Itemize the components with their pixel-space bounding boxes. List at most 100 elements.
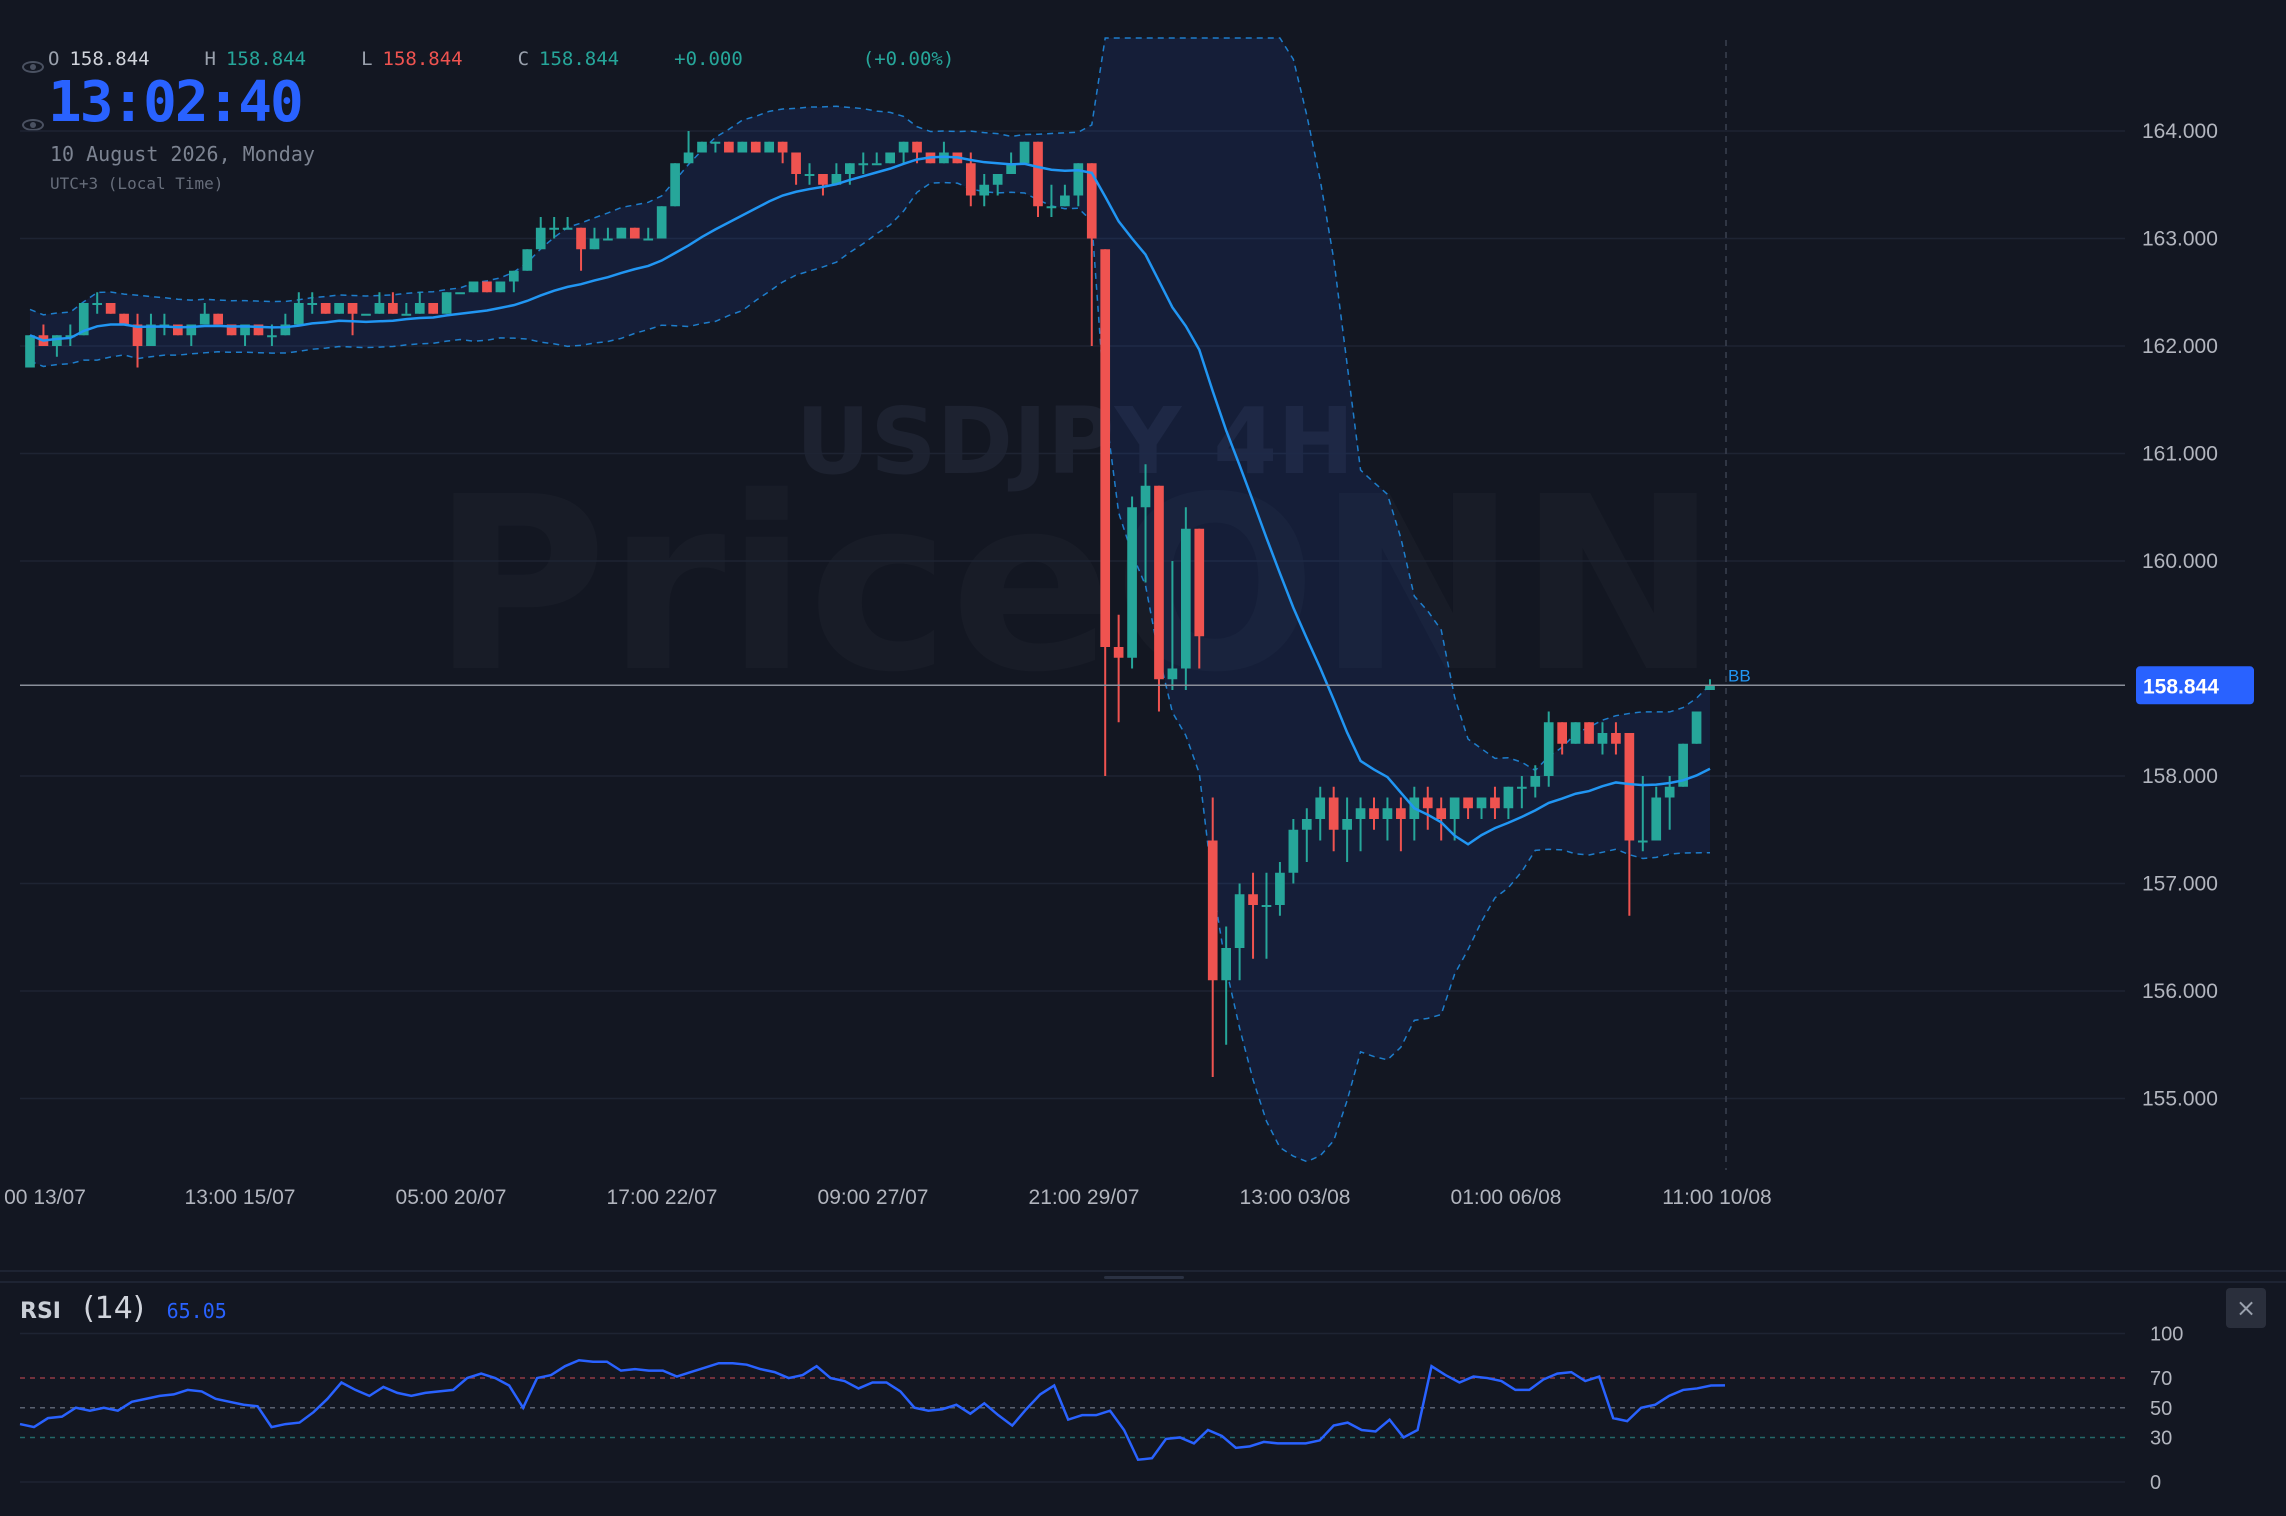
legend-high-label: H (204, 48, 216, 70)
candle-body (629, 227, 640, 239)
candle (643, 227, 654, 241)
candle (334, 303, 344, 314)
candle-body (414, 303, 425, 314)
y-tick-label: 160.000 (2142, 550, 2218, 573)
bollinger-lower-band (29, 181, 1711, 1163)
candle (388, 292, 398, 314)
y-tick-label: 156.000 (2142, 980, 2218, 1003)
bollinger-upper-band (29, 37, 1711, 772)
candle-body (750, 141, 761, 153)
candle (1060, 184, 1070, 207)
rsi-legend: RSI (14) 65.05 (20, 1291, 227, 1326)
price-chart[interactable]: USDJPY 4H PriceONN BB 158.844 164.000 163.… (0, 0, 2286, 1270)
candle (482, 281, 492, 293)
candle-body (1382, 808, 1393, 819)
candle-body (589, 238, 600, 250)
candle-body (1113, 647, 1124, 658)
candle-body (361, 313, 371, 316)
candle-body (267, 335, 277, 338)
y-tick-label: 157.000 (2142, 873, 2218, 896)
candle-body (105, 303, 116, 314)
candle-body (1570, 722, 1581, 744)
pane-resize-handle[interactable] (1104, 1276, 1184, 1279)
candle-body (334, 303, 344, 314)
candle (1033, 141, 1043, 217)
candle (1113, 614, 1124, 723)
rsi-tick-label: 50 (2150, 1398, 2172, 1420)
rsi-length: (14) (82, 1291, 145, 1326)
legend-open-value: 158.844 (69, 48, 150, 70)
candle-body (1584, 722, 1594, 744)
candle-body (1705, 685, 1715, 690)
candle (1261, 872, 1272, 959)
candle (979, 174, 990, 207)
candle-body (1328, 797, 1339, 830)
eye-icon[interactable] (22, 61, 44, 73)
candle (1530, 765, 1541, 798)
candle-body (495, 281, 506, 293)
candle-body (455, 292, 465, 295)
candle (858, 152, 869, 174)
candle (670, 163, 680, 207)
bb-label: BB (1728, 666, 1751, 685)
candle-body (616, 227, 627, 239)
x-tick-label: 05:00 20/07 (396, 1186, 507, 1209)
candle (1167, 561, 1178, 690)
candle-body (1342, 819, 1352, 830)
candle-body (710, 141, 721, 144)
candle (710, 141, 721, 153)
candle (347, 303, 358, 336)
candle (724, 141, 734, 153)
candle-body (253, 324, 264, 336)
candle (1584, 722, 1594, 744)
candle (737, 141, 748, 153)
candle-body (858, 163, 869, 166)
candle (199, 303, 210, 325)
candle (1207, 797, 1218, 1077)
candle-body (791, 152, 801, 174)
x-tick-label: 21:00 29/07 (1029, 1186, 1140, 1209)
candle (1490, 786, 1500, 819)
candle (818, 174, 828, 196)
pane-divider[interactable] (0, 1270, 2286, 1283)
candle-body (1396, 808, 1406, 819)
candle-body (186, 324, 197, 336)
candle (280, 313, 291, 336)
candle-body (1221, 948, 1231, 981)
candle-body (280, 324, 291, 336)
candle (374, 292, 385, 314)
candle (656, 206, 667, 239)
candle-body (576, 227, 586, 250)
candle-body (388, 303, 398, 314)
candle (750, 141, 761, 153)
candle (1543, 711, 1554, 787)
candle (441, 292, 452, 314)
candle-body (1140, 485, 1151, 508)
rsi-chart[interactable]: 100 70 50 30 0 (0, 1283, 2286, 1516)
candle-body (374, 303, 385, 314)
candle-body (199, 313, 210, 325)
candle (1664, 776, 1675, 830)
candle-body (603, 238, 613, 241)
candle-body (1369, 808, 1379, 819)
candle-body (697, 141, 707, 153)
candle (1275, 862, 1285, 916)
candle (1248, 872, 1258, 959)
candle-body (1436, 808, 1447, 819)
candle (240, 324, 250, 346)
candle-body (92, 303, 103, 305)
candle (1463, 797, 1473, 819)
ohlc-legend: O 158.844 H 158.844 L 158.844 C 158.844 +0.0… (48, 48, 1009, 70)
candle (898, 141, 909, 164)
candle (764, 141, 775, 153)
candle-body (1422, 797, 1433, 809)
candle-body (1086, 163, 1097, 239)
candle-body (1275, 872, 1285, 905)
eye-icon[interactable] (22, 119, 44, 131)
candle-body (992, 174, 1003, 185)
close-icon[interactable]: × (2226, 1288, 2266, 1328)
clock: 13:02:40 (48, 70, 304, 135)
candle-body (509, 270, 519, 282)
candle-body (1060, 195, 1070, 207)
candle-body (1234, 894, 1245, 948)
